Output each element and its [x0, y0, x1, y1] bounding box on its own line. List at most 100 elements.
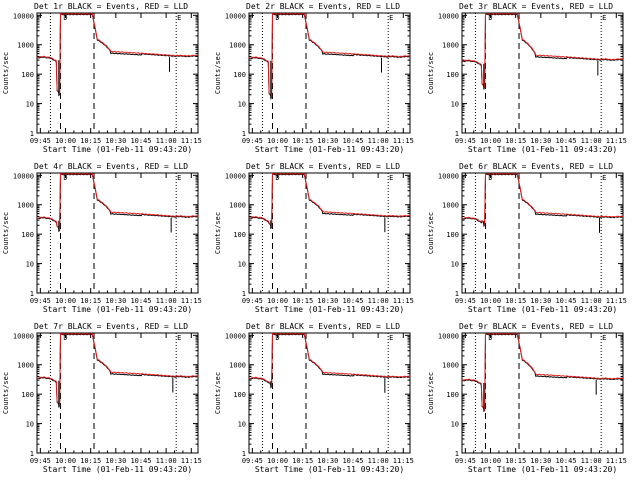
y-tick-label: 1000: [442, 362, 459, 370]
y-tick-label: 1000: [442, 202, 459, 210]
y-axis-label: Counts/sec: [214, 212, 222, 254]
y-tick-label: 10000: [13, 12, 34, 20]
marker-letter-e: E: [177, 174, 181, 182]
y-tick-label: 1000: [229, 42, 246, 50]
lld-series-line: [36, 172, 199, 232]
y-tick-label: 10: [238, 101, 246, 109]
x-tick-label: 10:30: [317, 297, 338, 305]
x-tick-label: 11:15: [393, 457, 414, 465]
x-tick-label: 11:00: [156, 457, 177, 465]
x-axis-label: Start Time (01-Feb-11 09:43:20): [468, 145, 617, 154]
x-tick-label: 10:45: [555, 137, 576, 145]
x-tick-label: 11:00: [156, 297, 177, 305]
lld-series-line: [36, 12, 199, 96]
x-tick-label: 11:15: [606, 137, 627, 145]
marker-letter-d: D: [488, 14, 492, 22]
x-tick-label: 09:45: [242, 457, 263, 465]
marker-letter-e: E: [389, 14, 393, 22]
x-tick-label: 09:45: [30, 297, 51, 305]
panel-1: Det 1r BLACK = Events, RED = LLD 1 10 100 10…: [2, 2, 202, 154]
panel-title: Det 6r BLACK = Events, RED = LLD: [459, 162, 613, 171]
marker-letter-e: E: [389, 174, 393, 182]
y-axis-label: Counts/sec: [427, 212, 435, 254]
y-tick-label: 10: [451, 421, 459, 429]
x-tick-label: 10:15: [80, 137, 101, 145]
x-tick-label: 11:00: [581, 297, 602, 305]
panel-8: Det 8r BLACK = Events, RED = LLD 1 10 100 10…: [214, 322, 414, 474]
y-tick-label: 10: [451, 261, 459, 269]
marker-letter-d: D: [63, 14, 67, 22]
y-axis-label: Counts/sec: [2, 372, 10, 414]
x-tick-label: 10:45: [555, 457, 576, 465]
y-tick-label: 1: [242, 290, 246, 298]
panel-3: Det 3r BLACK = Events, RED = LLD 1 10 100 10…: [427, 2, 627, 154]
x-tick-label: 09:45: [30, 457, 51, 465]
y-tick-label: 10: [26, 101, 34, 109]
x-tick-label: 11:15: [181, 457, 202, 465]
x-tick-label: 10:00: [267, 137, 288, 145]
plot-frame: [36, 12, 199, 134]
y-tick-label: 10: [26, 261, 34, 269]
x-tick-label: 10:45: [130, 137, 151, 145]
x-axis-label: Start Time (01-Feb-11 09:43:20): [43, 305, 192, 314]
y-tick-label: 100: [233, 231, 246, 239]
marker-letter-d: D: [63, 334, 67, 342]
panel-6: Det 6r BLACK = Events, RED = LLD 1 10 100 10…: [427, 162, 627, 314]
y-axis-label: Counts/sec: [427, 52, 435, 94]
panel-2: Det 2r BLACK = Events, RED = LLD 1 10 100 10…: [214, 2, 414, 154]
panel-title: Det 9r BLACK = Events, RED = LLD: [459, 322, 613, 331]
marker-letter-d: D: [275, 174, 279, 182]
y-tick-label: 10000: [225, 332, 246, 340]
x-tick-label: 09:45: [455, 137, 476, 145]
y-tick-label: 1: [30, 130, 34, 138]
y-tick-label: 100: [446, 71, 459, 79]
x-tick-label: 10:00: [480, 457, 501, 465]
lld-series-line: [461, 332, 624, 412]
x-tick-label: 10:15: [80, 297, 101, 305]
x-tick-label: 10:15: [80, 457, 101, 465]
panel-title: Det 2r BLACK = Events, RED = LLD: [246, 2, 400, 11]
x-tick-label: 10:45: [130, 457, 151, 465]
x-tick-label: 10:30: [317, 137, 338, 145]
panel-title: Det 3r BLACK = Events, RED = LLD: [459, 2, 613, 11]
x-tick-label: 11:15: [181, 137, 202, 145]
y-tick-label: 1000: [229, 362, 246, 370]
x-tick-label: 11:00: [368, 457, 389, 465]
x-tick-label: 10:15: [505, 297, 526, 305]
x-tick-label: 09:45: [30, 137, 51, 145]
y-tick-label: 1000: [17, 42, 34, 50]
marker-letter-e: E: [177, 14, 181, 22]
x-tick-label: 10:45: [342, 297, 363, 305]
lld-series-line: [461, 12, 624, 90]
y-tick-label: 100: [446, 231, 459, 239]
y-tick-label: 10: [238, 261, 246, 269]
x-tick-label: 10:30: [317, 457, 338, 465]
x-tick-label: 10:45: [130, 297, 151, 305]
events-series-line: [248, 173, 411, 228]
y-tick-label: 1: [455, 450, 459, 458]
events-series-line: [461, 333, 624, 411]
plot-frame: [36, 172, 199, 294]
panel-7: Det 7r BLACK = Events, RED = LLD 1 10 100 10…: [2, 322, 202, 474]
x-tick-label: 11:00: [581, 137, 602, 145]
panel-title: Det 8r BLACK = Events, RED = LLD: [246, 322, 400, 331]
y-tick-label: 1000: [17, 202, 34, 210]
lld-series-line: [461, 172, 624, 227]
x-axis-label: Start Time (01-Feb-11 09:43:20): [468, 305, 617, 314]
x-tick-label: 10:45: [342, 137, 363, 145]
y-axis-label: Counts/sec: [214, 372, 222, 414]
y-axis-label: Counts/sec: [214, 52, 222, 94]
panel-5: Det 5r BLACK = Events, RED = LLD 1 10 100 10…: [214, 162, 414, 314]
x-tick-label: 10:45: [342, 457, 363, 465]
x-tick-label: 11:15: [393, 297, 414, 305]
y-tick-label: 1: [242, 450, 246, 458]
x-axis-label: Start Time (01-Feb-11 09:43:20): [255, 145, 404, 154]
panel-title: Det 1r BLACK = Events, RED = LLD: [34, 2, 188, 11]
marker-letter-e: E: [389, 334, 393, 342]
x-tick-label: 11:15: [393, 137, 414, 145]
x-tick-label: 10:15: [505, 137, 526, 145]
plot-frame: [36, 332, 199, 454]
y-tick-label: 10000: [225, 172, 246, 180]
x-tick-label: 10:00: [55, 297, 76, 305]
